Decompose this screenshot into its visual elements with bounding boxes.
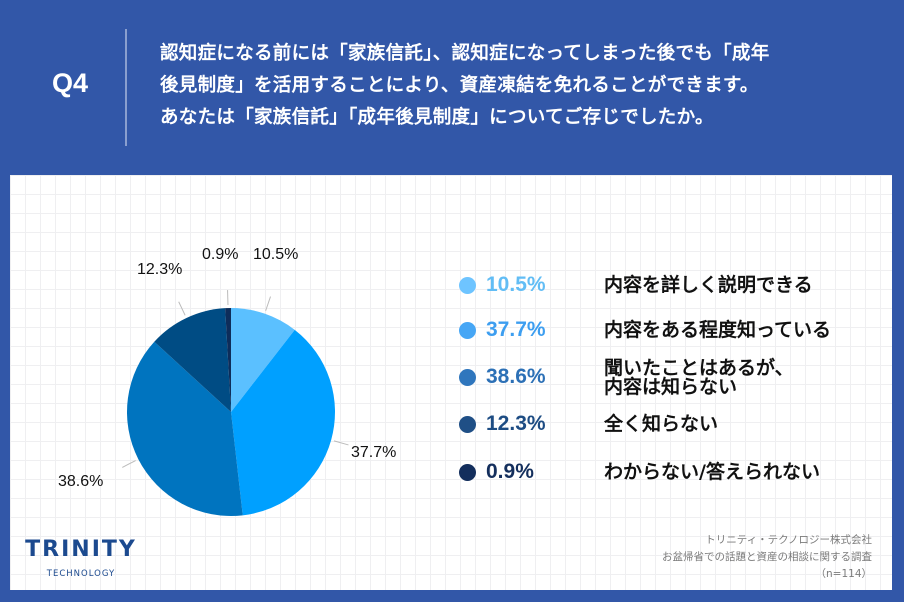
leader-line xyxy=(178,301,186,316)
pie-label-10-5: 10.5% xyxy=(253,246,299,263)
pie-slice xyxy=(231,308,295,412)
pie-svg xyxy=(122,290,349,516)
legend-dot-icon xyxy=(459,276,476,294)
source-company: トリニティ・テクノロジー株式会社 xyxy=(705,534,872,546)
legend-label: 全く知らない xyxy=(604,412,719,435)
legend-item: 38.6% 聞いたことはあるが、 内容は知らない xyxy=(455,357,794,397)
question-number: Q4 xyxy=(51,68,89,98)
legend-dot-icon xyxy=(459,368,476,386)
pie-label-0-9: 0.9% xyxy=(202,246,239,263)
question-text: 認知症になる前には「家族信託」、認知症になってしまった後でも「成年 後見制度」を… xyxy=(160,38,890,134)
legend-item: 37.7% 内容をある程度知っている xyxy=(455,310,831,350)
pie-label-12-3: 12.3% xyxy=(137,261,183,278)
source-note: トリニティ・テクノロジー株式会社 お盆帰省での話題と資産の相談に関する調査 （n… xyxy=(662,532,872,583)
legend-label: 内容を詳しく説明できる xyxy=(604,273,813,296)
legend-dot-icon xyxy=(459,463,476,481)
source-survey: お盆帰省での話題と資産の相談に関する調査 xyxy=(662,551,872,563)
legend-item: 0.9% わからない/答えられない xyxy=(455,452,820,492)
logo-sub: TECHNOLOGY xyxy=(46,569,116,579)
question-line-1: 認知症になる前には「家族信託」、認知症になってしまった後でも「成年 xyxy=(160,43,770,64)
legend-label-line: 内容は知らない xyxy=(604,376,738,398)
header-divider xyxy=(125,29,127,146)
chart-panel: 10.5% 37.7% 38.6% 12.3% 0.9% 10.5% 内容を詳し… xyxy=(10,175,892,590)
source-sample: （n=114） xyxy=(815,568,873,580)
leader-line xyxy=(333,440,349,446)
legend-item: 10.5% 内容を詳しく説明できる xyxy=(455,265,813,305)
pie-label-38-6: 38.6% xyxy=(58,473,104,490)
question-line-2: 後見制度」を活用することにより、資産凍結を免れることができます。 xyxy=(160,75,759,96)
legend-dot-icon xyxy=(459,321,476,339)
pie-label-37-7: 37.7% xyxy=(351,444,397,461)
legend-item: 12.3% 全く知らない xyxy=(455,404,718,444)
leader-line xyxy=(265,296,271,311)
legend-pct: 0.9% xyxy=(486,460,534,483)
pie-slice xyxy=(231,329,335,516)
legend-pct: 12.3% xyxy=(486,412,546,435)
trinity-logo: TRINITY TECHNOLOGY xyxy=(22,537,140,579)
legend-pct: 10.5% xyxy=(486,273,546,296)
question-line-3: あなたは「家族信託」「成年後見制度」についてご存じでしたか。 xyxy=(160,107,714,128)
pie-slice xyxy=(225,308,231,412)
question-header: Q4 認知症になる前には「家族信託」、認知症になってしまった後でも「成年 後見制… xyxy=(0,0,904,175)
pie-chart: 10.5% 37.7% 38.6% 12.3% 0.9% xyxy=(10,175,440,590)
legend-pct: 37.7% xyxy=(486,318,546,341)
leader-line xyxy=(122,460,136,468)
legend-label: 内容をある程度知っている xyxy=(604,318,832,341)
pie-slice xyxy=(126,341,243,516)
legend-label-line: 聞いたことはあるが、 xyxy=(604,357,794,379)
pie-slice xyxy=(154,308,231,412)
legend-label: わからない/答えられない xyxy=(604,460,820,483)
logo-main: TRINITY xyxy=(25,537,137,562)
legend-label-multiline: 聞いたことはあるが、 内容は知らない xyxy=(604,359,794,397)
legend-dot-icon xyxy=(459,415,476,433)
legend-pct: 38.6% xyxy=(486,365,546,388)
